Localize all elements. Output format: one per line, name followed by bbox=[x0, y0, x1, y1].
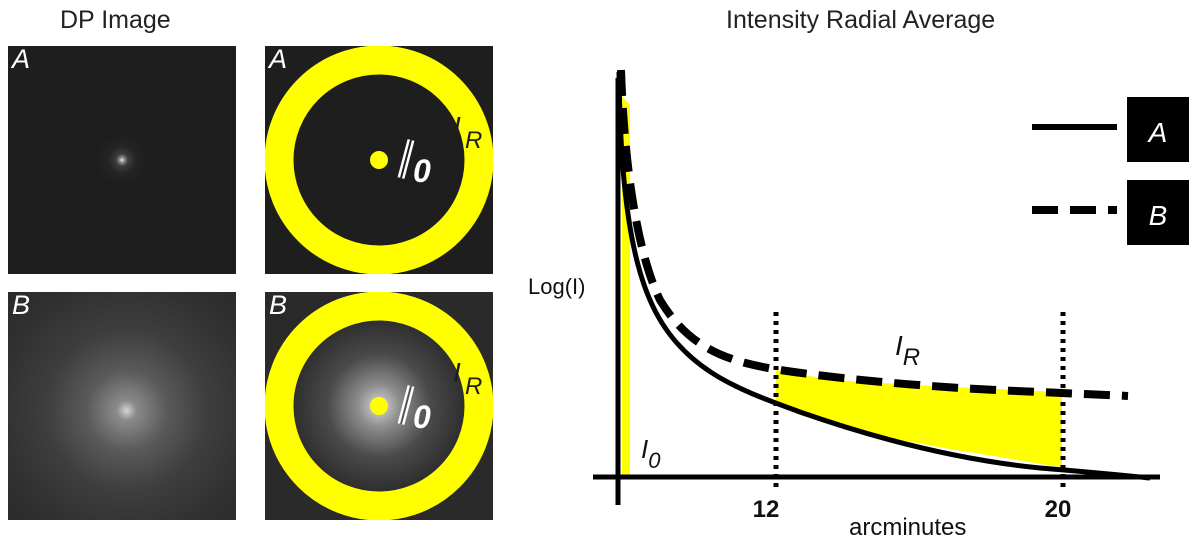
left-title: DP Image bbox=[60, 6, 171, 34]
panel-b-annotated-graphic: 0 I R bbox=[264, 291, 494, 521]
y-axis-label: Log(I) bbox=[528, 274, 585, 299]
panel-b-annotated-label: B bbox=[269, 290, 288, 320]
ring-glyph-i: I bbox=[453, 111, 461, 142]
ring-region bbox=[264, 45, 494, 275]
plot-ir-label: IR bbox=[895, 330, 920, 371]
panel-b-annotated: 0 I R B bbox=[264, 290, 494, 521]
zero-glyph: 0 bbox=[413, 153, 431, 189]
ring-glyph-i: I bbox=[453, 357, 461, 388]
tick-label-20: 20 bbox=[1045, 496, 1072, 523]
curve-b bbox=[617, 69, 1129, 400]
intensity-plot: A B Log(I) arcminutes 12 20 I0 IR bbox=[528, 69, 1189, 541]
panel-a-annotated: 0 I R A bbox=[264, 44, 494, 275]
panel-a-image-label: A bbox=[12, 44, 31, 74]
tick-label-12: 12 bbox=[753, 496, 780, 523]
center-dot bbox=[370, 151, 388, 169]
x-axis-label: arcminutes bbox=[849, 514, 966, 541]
panel-b-image: B bbox=[8, 290, 236, 520]
ring-glyph-r: R bbox=[465, 373, 482, 400]
plot-i0-label: I0 bbox=[641, 434, 661, 473]
legend-box-b bbox=[1127, 180, 1189, 245]
ring-glyph-r: R bbox=[465, 127, 482, 154]
legend-label-a: A bbox=[1147, 117, 1168, 148]
panel-a-annotated-label: A bbox=[269, 44, 288, 74]
panel-a-annotated-graphic: 0 I R bbox=[264, 45, 494, 275]
ir-region bbox=[776, 370, 1062, 467]
panel-a-image: A bbox=[8, 44, 236, 274]
legend-label-b: B bbox=[1149, 200, 1168, 231]
zero-glyph: 0 bbox=[413, 399, 431, 435]
curve-a bbox=[616, 71, 1151, 481]
ring-region bbox=[264, 291, 494, 521]
panel-b-image-label: B bbox=[12, 290, 31, 320]
legend-box-a bbox=[1127, 97, 1189, 162]
center-dot bbox=[370, 397, 388, 415]
right-title: Intensity Radial Average bbox=[726, 6, 996, 34]
